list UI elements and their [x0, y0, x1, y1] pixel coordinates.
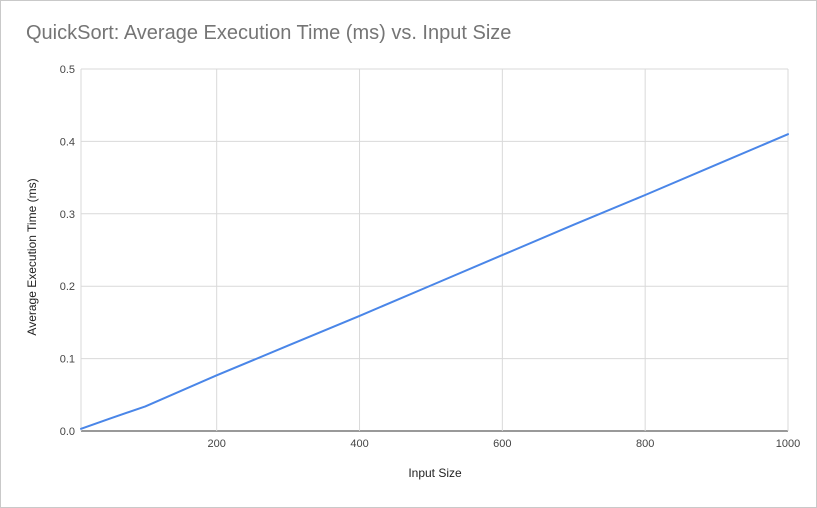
- x-axis-label: Input Size: [408, 466, 462, 480]
- series-line-0: [80, 133, 789, 430]
- x-tick-label: 200: [208, 438, 226, 450]
- y-tick-label: 0.2: [60, 281, 75, 293]
- y-tick-label: 0.3: [60, 209, 75, 221]
- tick-labels: 0.0 0.1 0.2 0.3 0.4 0.5 200 400 600 800 1000: [60, 64, 801, 450]
- series-group: [80, 133, 789, 430]
- chart-title: QuickSort: Average Execution Time (ms) v…: [26, 22, 512, 44]
- y-axis-label: Average Execution Time (ms): [25, 178, 39, 335]
- x-tick-label: 1000: [776, 438, 800, 450]
- x-tick-label: 600: [493, 438, 511, 450]
- y-tick-label: 0.0: [60, 426, 75, 438]
- x-tick-label: 800: [636, 438, 654, 450]
- y-tick-label: 0.1: [60, 354, 75, 366]
- y-tick-label: 0.4: [60, 136, 75, 148]
- y-tick-label: 0.5: [60, 64, 75, 76]
- grid-lines: [80, 68, 789, 432]
- x-tick-label: 400: [350, 438, 368, 450]
